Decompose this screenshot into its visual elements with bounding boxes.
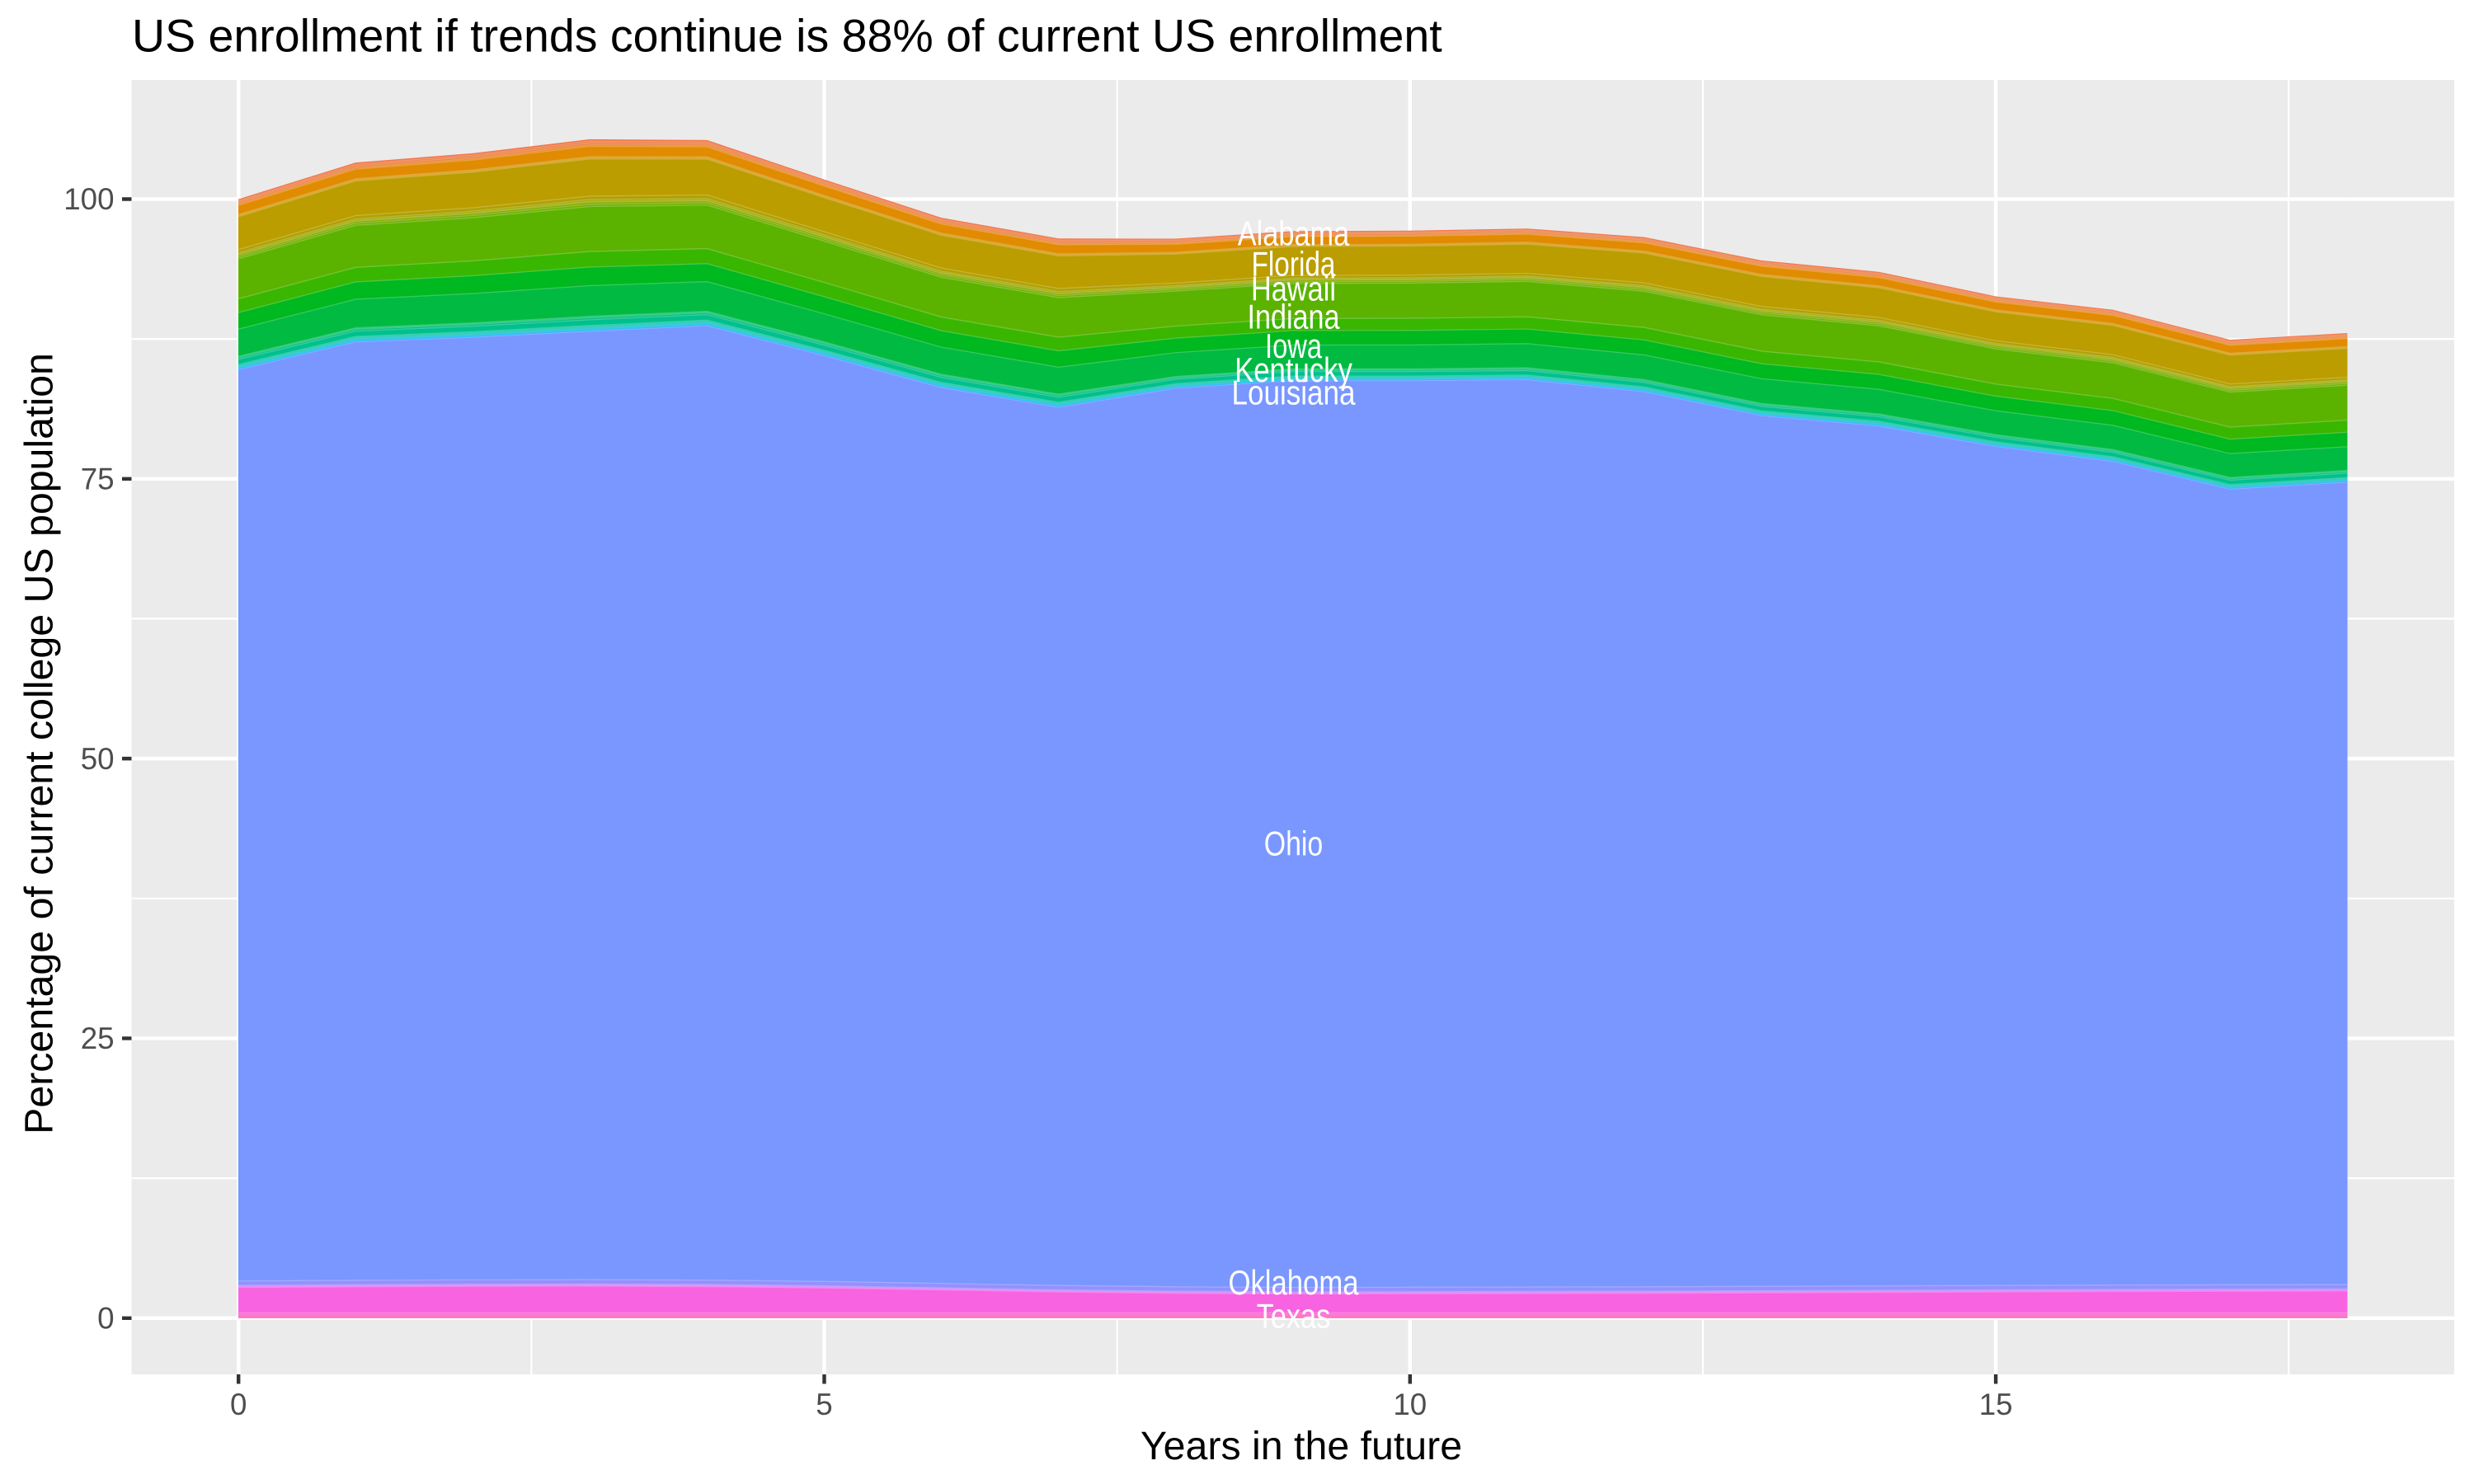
svg-text:Alabama: Alabama	[1238, 214, 1350, 253]
svg-text:75: 75	[81, 462, 115, 495]
svg-text:Percentage of current college: Percentage of current college US populat…	[17, 353, 62, 1134]
svg-text:Louisiana: Louisiana	[1232, 373, 1357, 412]
svg-text:0: 0	[97, 1301, 114, 1335]
svg-text:0: 0	[230, 1388, 247, 1421]
svg-text:50: 50	[81, 742, 115, 776]
svg-text:15: 15	[1979, 1388, 2013, 1421]
svg-text:Oklahoma: Oklahoma	[1229, 1263, 1360, 1302]
svg-text:Texas: Texas	[1257, 1297, 1331, 1336]
svg-text:Indiana: Indiana	[1248, 298, 1341, 336]
svg-text:5: 5	[816, 1388, 832, 1421]
svg-text:25: 25	[81, 1021, 115, 1055]
svg-text:Hawaii: Hawaii	[1251, 270, 1336, 308]
svg-text:Iowa: Iowa	[1265, 326, 1323, 365]
svg-text:100: 100	[63, 182, 114, 216]
svg-text:10: 10	[1393, 1388, 1427, 1421]
svg-text:Kentucky: Kentucky	[1235, 350, 1352, 389]
svg-text:Ohio: Ohio	[1264, 824, 1324, 863]
svg-text:Years in the future: Years in the future	[1141, 1424, 1462, 1468]
svg-text:Florida: Florida	[1252, 244, 1337, 283]
svg-text:US enrollment if trends contin: US enrollment if trends continue is 88% …	[132, 10, 1442, 61]
